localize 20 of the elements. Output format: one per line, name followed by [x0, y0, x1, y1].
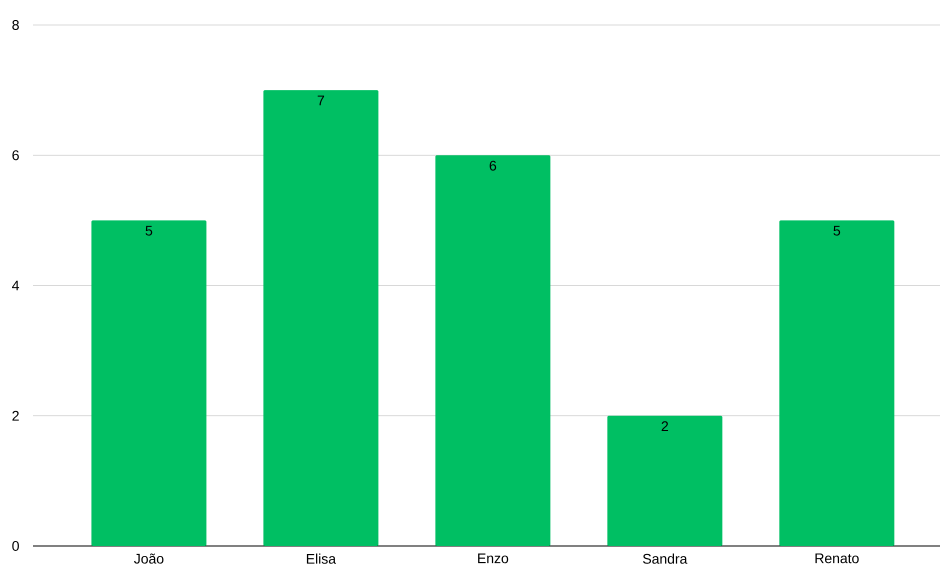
- x-tick-label: Renato: [815, 554, 859, 564]
- bar: [435, 155, 550, 546]
- bar: [263, 90, 378, 546]
- x-tick-label: Enzo: [478, 554, 508, 564]
- x-tick-label: Sandra: [643, 554, 688, 564]
- bar: [91, 220, 206, 546]
- y-tick-label: 0: [12, 541, 19, 551]
- data-label: 5: [146, 226, 152, 236]
- x-tick-label: João: [134, 554, 164, 564]
- y-tick-label: 6: [12, 150, 19, 160]
- y-tick-label: 4: [12, 280, 20, 290]
- data-label: 7: [318, 96, 324, 106]
- data-label: 2: [662, 421, 668, 432]
- x-tick-label: Elisa: [306, 554, 336, 564]
- y-tick-label: 8: [12, 20, 19, 30]
- bar: [779, 220, 894, 546]
- data-label: 6: [490, 160, 496, 171]
- data-label: 5: [834, 226, 840, 236]
- bar: [607, 416, 722, 546]
- y-tick-label: 2: [12, 410, 19, 421]
